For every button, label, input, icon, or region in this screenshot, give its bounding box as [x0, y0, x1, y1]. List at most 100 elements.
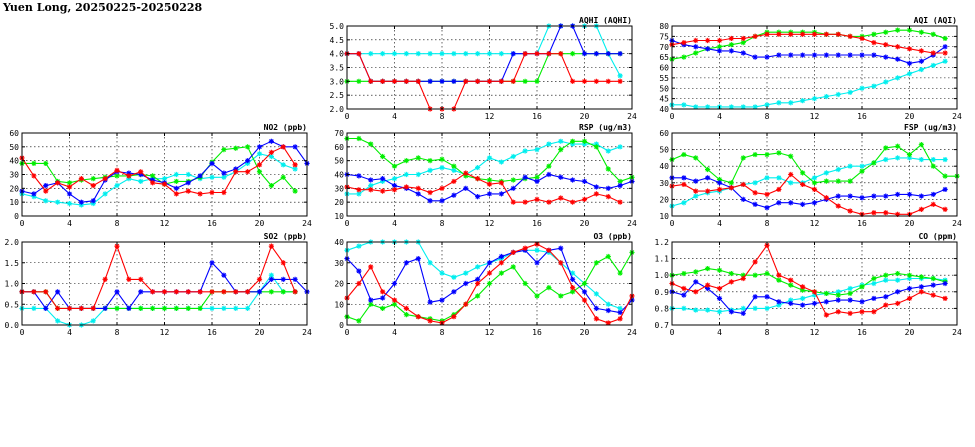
y-tick-label: 1.5 — [5, 259, 20, 268]
data-point-red — [66, 184, 73, 190]
data-point-red — [788, 31, 794, 37]
data-point-green — [930, 163, 936, 169]
data-point-cyan — [31, 305, 37, 311]
data-point-blue — [439, 78, 445, 84]
data-point-cyan — [43, 198, 49, 204]
y-tick-label: 70 — [334, 129, 344, 138]
data-point-red — [788, 277, 794, 283]
data-point-blue — [752, 54, 758, 60]
data-point-green — [150, 173, 156, 179]
y-tick-label: 3.5 — [330, 64, 345, 73]
data-point-red — [581, 297, 588, 303]
x-tick-label: 16 — [532, 112, 542, 121]
data-point-red — [823, 31, 829, 37]
y-tick-label: 55 — [659, 74, 669, 83]
data-point-blue — [546, 171, 552, 178]
chart-title: AQI (AQI) — [914, 16, 957, 25]
data-point-cyan — [835, 166, 841, 173]
data-point-green — [439, 156, 445, 162]
data-point-green — [66, 180, 73, 186]
data-point-red — [403, 305, 409, 311]
chart-title: NO2 (ppb) — [264, 123, 307, 132]
data-point-cyan — [605, 301, 611, 307]
x-tick-label: 0 — [345, 219, 350, 228]
y-tick-label: 50 — [659, 146, 669, 155]
data-point-red — [368, 78, 374, 84]
data-point-cyan — [681, 305, 687, 311]
data-point-blue — [43, 305, 49, 311]
data-point-red — [391, 297, 398, 303]
y-tick-label: 75 — [659, 32, 669, 41]
y-tick-label: 20 — [659, 195, 669, 204]
data-point-red — [752, 259, 758, 265]
data-point-cyan — [693, 193, 699, 199]
data-point-green — [800, 170, 806, 176]
data-point-green — [593, 260, 599, 266]
data-point-blue — [463, 280, 469, 287]
data-point-cyan — [233, 305, 239, 311]
data-point-cyan — [883, 156, 889, 163]
data-point-blue — [728, 309, 734, 315]
data-point-green — [245, 144, 251, 150]
x-tick-label: 16 — [857, 112, 867, 121]
data-point-red — [942, 295, 948, 302]
data-point-red — [233, 169, 239, 175]
data-point-green — [764, 151, 770, 158]
x-tick-label: 4 — [392, 112, 397, 121]
y-tick-label: 65 — [659, 53, 669, 62]
data-point-blue — [581, 289, 588, 295]
data-point-green — [534, 293, 540, 299]
y-tick-label: 0.9 — [655, 288, 670, 297]
y-tick-label: 0.7 — [655, 321, 670, 330]
data-point-blue — [510, 51, 516, 57]
data-point-green — [605, 166, 611, 172]
x-tick-label: 8 — [765, 112, 770, 121]
x-tick-label: 8 — [440, 112, 445, 121]
data-point-green — [693, 50, 699, 56]
data-point-red — [126, 276, 132, 282]
y-tick-label: 0.0 — [5, 321, 20, 330]
data-point-red — [570, 285, 576, 291]
data-point-blue — [486, 260, 493, 266]
data-point-cyan — [546, 141, 552, 147]
y-tick-label: 40 — [334, 238, 344, 247]
data-point-blue — [617, 51, 623, 57]
data-point-green — [114, 173, 120, 179]
data-point-green — [740, 272, 746, 278]
data-point-cyan — [581, 141, 588, 147]
data-point-blue — [173, 185, 179, 191]
data-point-green — [581, 280, 588, 287]
data-point-blue — [788, 52, 794, 58]
data-point-blue — [114, 289, 120, 295]
data-point-blue — [693, 44, 699, 50]
data-point-green — [728, 180, 734, 186]
x-tick-label: 20 — [905, 328, 915, 337]
data-point-cyan — [835, 289, 841, 295]
data-point-green — [859, 284, 865, 290]
data-point-cyan — [617, 144, 623, 150]
data-point-blue — [498, 191, 504, 197]
data-point-blue — [835, 297, 841, 303]
data-point-red — [605, 78, 611, 84]
data-point-red — [776, 31, 782, 37]
data-point-red — [161, 289, 168, 295]
data-point-red — [617, 199, 623, 205]
data-point-cyan — [823, 93, 829, 100]
data-point-red — [681, 181, 687, 188]
data-point-red — [847, 33, 853, 39]
chart-so2: 0 4 8 12 16 20 24 0.0 0.5 1.0 1.5 2.0 SO2 (ppb) — [5, 232, 312, 337]
data-point-blue — [788, 200, 794, 206]
data-point-red — [835, 203, 841, 209]
data-point-red — [546, 247, 552, 253]
data-point-blue — [859, 195, 865, 201]
data-point-cyan — [451, 51, 457, 57]
data-point-blue — [823, 299, 829, 305]
data-point-cyan — [510, 153, 516, 160]
chart-title: CO (ppm) — [918, 232, 957, 241]
data-point-cyan — [403, 51, 409, 57]
data-point-blue — [268, 276, 274, 282]
data-point-cyan — [356, 243, 362, 249]
data-point-green — [847, 178, 853, 184]
data-point-cyan — [895, 277, 901, 283]
